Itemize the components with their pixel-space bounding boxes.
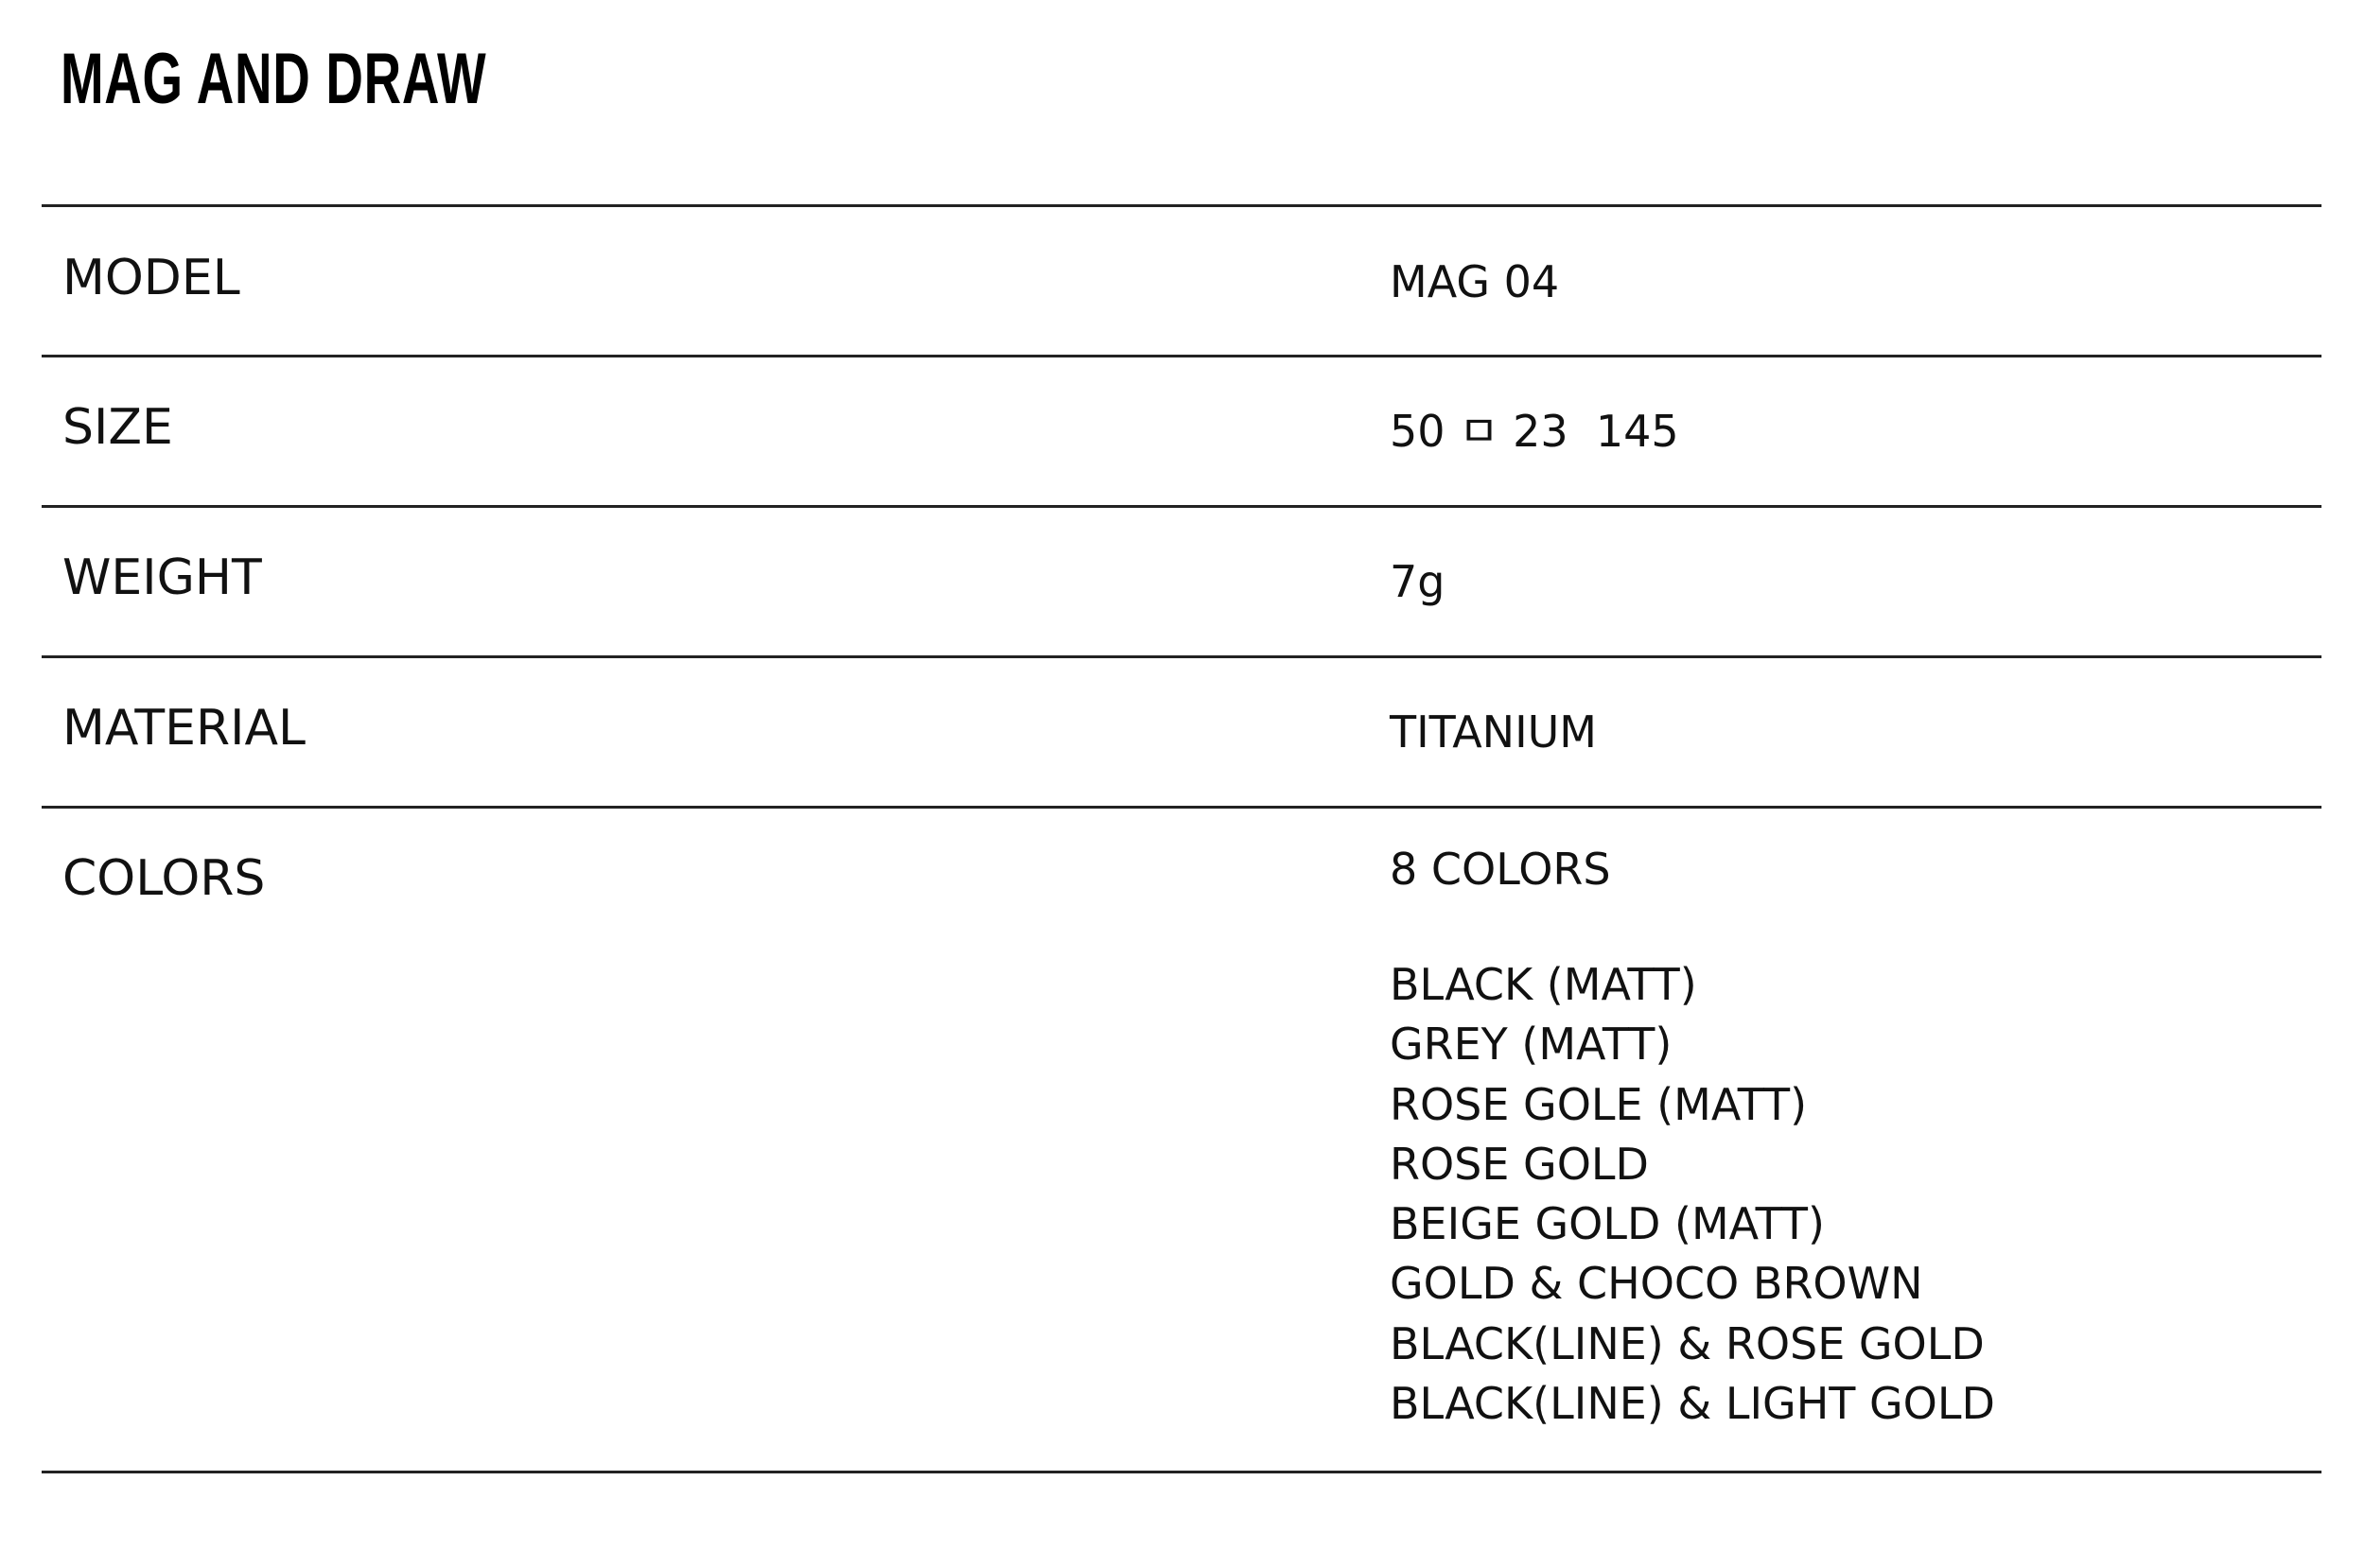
color-item: BEIGE GOLD (MATT) — [1390, 1198, 1825, 1250]
spec-value-model: MAG 04 — [1390, 256, 1560, 307]
color-item: ROSE GOLE (MATT) — [1390, 1078, 1808, 1130]
color-item: BLACK(LINE) & ROSE GOLD — [1390, 1317, 1985, 1369]
color-item: BLACK (MATT) — [1390, 959, 1697, 1010]
spec-value-size: 50 ㅁ 23 145 — [1390, 406, 1679, 457]
color-item: GOLD & CHOCO BROWN — [1390, 1258, 1923, 1310]
color-list: BLACK (MATT) GREY (MATT) ROSE GOLE (MATT… — [1390, 955, 1995, 1434]
color-item: BLACK(LINE) & LIGHT GOLD — [1390, 1378, 1995, 1430]
divider — [42, 1471, 2321, 1473]
divider — [42, 204, 2321, 207]
spec-value-material: TITANIUM — [1390, 706, 1597, 758]
spec-value-weight: 7g — [1390, 556, 1445, 607]
divider — [42, 355, 2321, 357]
divider — [42, 655, 2321, 658]
spec-label-weight: WEIGHT — [62, 549, 262, 606]
color-item: ROSE GOLD — [1390, 1138, 1649, 1190]
spec-label-model: MODEL — [62, 250, 240, 306]
divider — [42, 505, 2321, 508]
spec-label-size: SIZE — [62, 399, 173, 456]
spec-value-colors-count: 8 COLORS — [1390, 844, 1611, 895]
spec-label-colors: COLORS — [62, 850, 266, 907]
divider — [42, 806, 2321, 809]
color-item: GREY (MATT) — [1390, 1019, 1673, 1071]
page-title: MAG AND DRAW — [61, 39, 487, 119]
spec-label-material: MATERIAL — [62, 700, 307, 757]
